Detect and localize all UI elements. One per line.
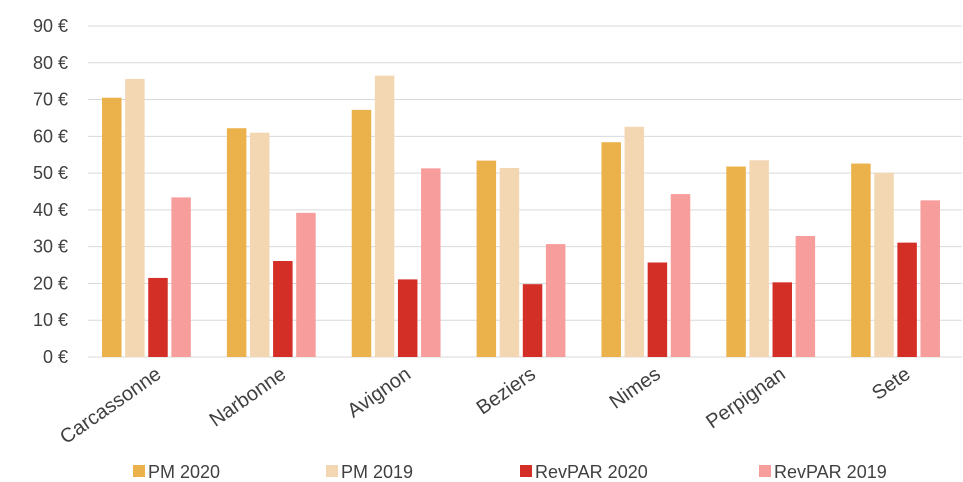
bar-sete-revpar-2020	[897, 242, 917, 357]
x-category-label: Perpignan	[702, 363, 789, 433]
bar-beziers-pm-2019	[499, 167, 520, 357]
x-axis-category-labels: Carcassonne Narbonne Avignon Beziers Nimes Pe…	[56, 363, 914, 449]
bar-beziers-revpar-2019	[545, 244, 566, 357]
y-tick-label: 20 €	[33, 273, 68, 293]
x-category-label: Narbonne	[206, 363, 291, 431]
y-tick-label: 0 €	[43, 347, 68, 367]
bar-perpignan-pm-2019	[749, 160, 769, 357]
y-tick-label: 10 €	[33, 310, 68, 330]
bar-avignon-revpar-2020	[397, 279, 418, 357]
bar-nimes-pm-2020	[601, 142, 621, 357]
bar-carcassonne-revpar-2020	[148, 277, 168, 357]
legend-label: RevPAR 2020	[535, 462, 648, 482]
bars	[102, 75, 940, 358]
legend-label: RevPAR 2019	[774, 462, 887, 482]
x-category-label: Avignon	[343, 363, 415, 422]
legend: PM 2020 PM 2019 RevPAR 2020 RevPAR 2019	[133, 462, 887, 482]
legend-swatch	[326, 465, 338, 477]
bar-carcassonne-revpar-2019	[171, 197, 191, 357]
bar-carcassonne-pm-2019	[125, 78, 145, 358]
y-tick-label: 70 €	[33, 90, 68, 110]
x-category-label: Sete	[868, 363, 914, 405]
bar-narbonne-pm-2019	[249, 132, 270, 357]
x-category-label: Beziers	[473, 363, 540, 419]
y-tick-label: 60 €	[33, 126, 68, 146]
bar-avignon-revpar-2019	[421, 168, 441, 357]
legend-label: PM 2020	[148, 462, 220, 482]
bar-narbonne-revpar-2019	[296, 212, 316, 357]
bar-avignon-pm-2020	[351, 109, 372, 357]
y-tick-label: 90 €	[33, 16, 68, 36]
bar-perpignan-revpar-2019	[795, 236, 816, 357]
legend-swatch	[759, 465, 771, 477]
legend-swatch	[133, 465, 145, 477]
bar-avignon-pm-2019	[374, 75, 395, 358]
legend-label: PM 2019	[341, 462, 413, 482]
y-axis-tick-labels: 0 € 10 € 20 € 30 € 40 € 50 € 60 € 70 € 80 € 90 €	[33, 16, 68, 367]
bar-beziers-pm-2020	[476, 160, 497, 357]
bar-nimes-pm-2019	[624, 126, 645, 357]
y-tick-label: 30 €	[33, 237, 68, 257]
y-tick-label: 50 €	[33, 163, 68, 183]
bar-sete-pm-2020	[851, 163, 871, 357]
bar-narbonne-pm-2020	[226, 128, 247, 357]
bar-nimes-revpar-2020	[647, 262, 668, 357]
bar-nimes-revpar-2019	[670, 194, 691, 357]
bar-narbonne-revpar-2020	[273, 261, 293, 357]
y-tick-label: 80 €	[33, 53, 68, 73]
bar-perpignan-pm-2020	[726, 166, 746, 357]
x-category-label: Nimes	[606, 363, 665, 414]
bar-perpignan-revpar-2020	[772, 282, 793, 357]
x-category-label: Carcassonne	[56, 363, 165, 449]
bar-sete-revpar-2019	[920, 200, 940, 357]
bar-beziers-revpar-2020	[522, 284, 543, 357]
y-tick-label: 40 €	[33, 200, 68, 220]
bar-carcassonne-pm-2020	[102, 97, 122, 357]
legend-swatch	[520, 465, 532, 477]
bar-sete-pm-2019	[874, 172, 894, 357]
